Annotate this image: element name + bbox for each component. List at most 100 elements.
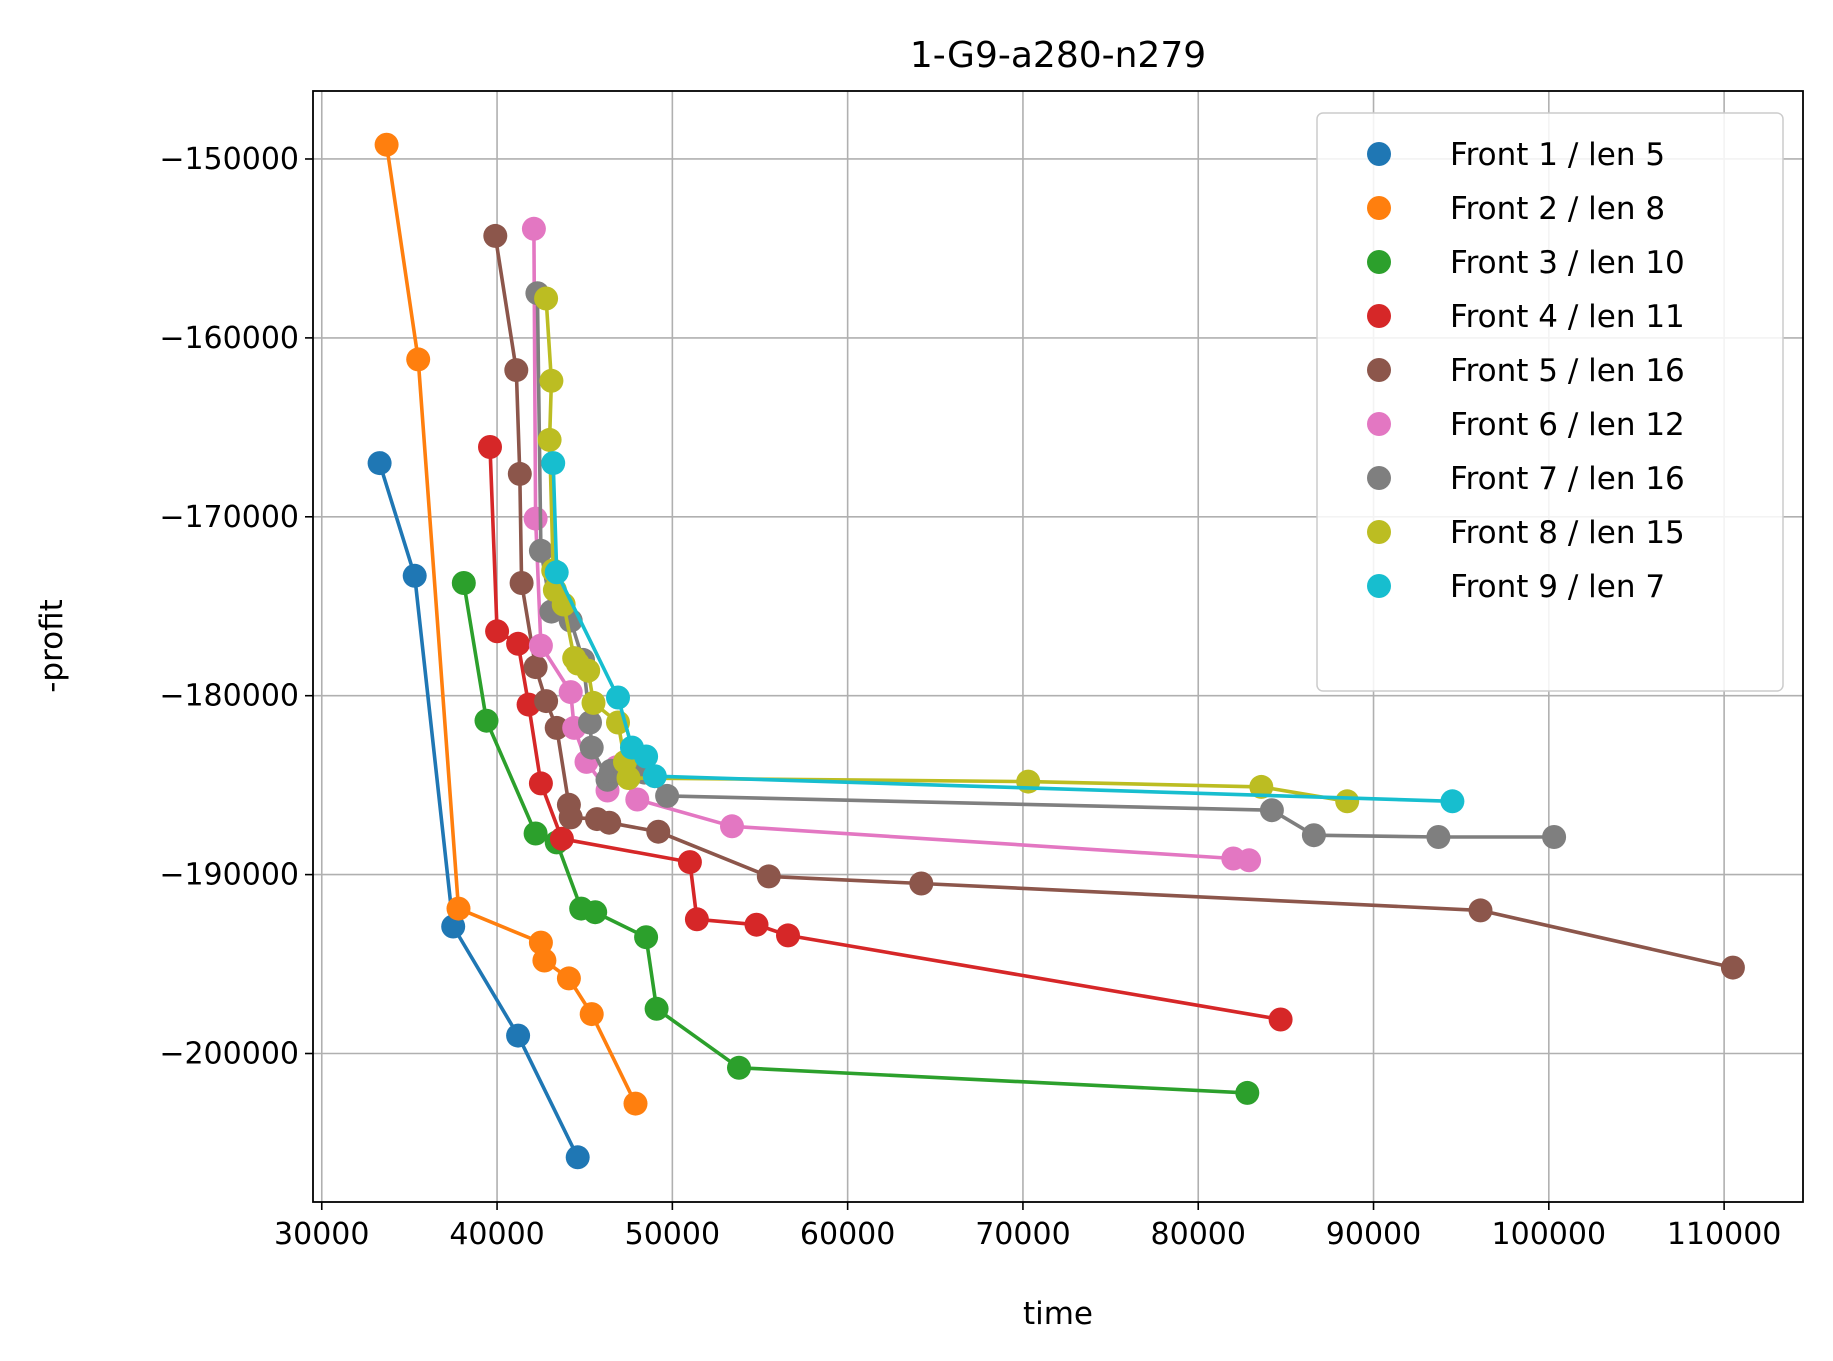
data-point — [579, 1002, 604, 1027]
data-point — [483, 223, 508, 248]
legend-marker — [1367, 304, 1391, 328]
y-axis-label: -profit — [34, 599, 70, 693]
legend-box — [1316, 112, 1784, 692]
data-point — [402, 563, 427, 588]
data-point — [1468, 898, 1493, 923]
legend-marker — [1367, 358, 1391, 382]
legend-label: Front 2 / len 8 — [1450, 191, 1665, 227]
series-3 — [451, 571, 1260, 1105]
legend-label: Front 8 / len 15 — [1450, 515, 1685, 551]
x-tick-label: 70000 — [975, 1217, 1070, 1252]
data-point — [504, 358, 529, 383]
data-point — [521, 216, 546, 241]
legend-item: Front 9 / len 7 — [1367, 569, 1665, 605]
legend-marker — [1367, 412, 1391, 436]
y-tick-label: −150000 — [159, 142, 299, 177]
legend-item: Front 5 / len 16 — [1367, 353, 1685, 389]
data-point — [744, 912, 769, 937]
data-point — [1249, 774, 1274, 799]
data-point — [623, 1091, 648, 1116]
x-axis-label: time — [1023, 1296, 1093, 1332]
data-point — [406, 347, 431, 372]
data-point — [367, 451, 392, 476]
series-layer — [367, 132, 1745, 1170]
data-point — [541, 451, 566, 476]
data-point — [625, 787, 650, 812]
data-point — [544, 715, 569, 740]
data-point — [634, 925, 659, 950]
data-point — [1268, 1007, 1293, 1032]
x-tick-label: 50000 — [625, 1217, 720, 1252]
legend-label: Front 1 / len 5 — [1450, 137, 1665, 173]
data-point — [558, 805, 583, 830]
legend-marker — [1367, 196, 1391, 220]
data-point — [509, 571, 534, 595]
data-point — [474, 708, 499, 733]
legend-marker — [1367, 574, 1391, 598]
x-tick-label: 60000 — [800, 1217, 895, 1252]
data-point — [720, 814, 744, 839]
data-point — [1426, 825, 1451, 849]
legend-label: Front 6 / len 12 — [1450, 407, 1685, 443]
legend: Front 1 / len 5 Front 2 / len 8 Front 3 / … — [1316, 112, 1784, 692]
data-point — [528, 930, 553, 955]
data-point — [1235, 1080, 1260, 1105]
data-point — [655, 783, 680, 808]
x-tick-label: 80000 — [1151, 1217, 1246, 1252]
data-point — [644, 996, 669, 1021]
data-point — [1259, 798, 1284, 823]
y-tick-label: −190000 — [159, 858, 299, 893]
data-point — [634, 744, 659, 769]
data-point — [478, 435, 502, 459]
legend-item: Front 8 / len 15 — [1367, 515, 1685, 551]
data-point — [539, 368, 564, 393]
data-point — [1237, 848, 1262, 873]
data-point — [523, 506, 548, 531]
data-point — [579, 735, 604, 760]
data-point — [523, 655, 548, 680]
data-point — [581, 690, 606, 715]
data-point — [534, 286, 559, 311]
data-point — [534, 689, 559, 714]
data-point — [1301, 823, 1326, 848]
x-tick-label: 40000 — [449, 1217, 544, 1252]
data-point — [451, 571, 476, 595]
data-point — [646, 819, 671, 844]
legend-marker — [1367, 250, 1391, 274]
series-8 — [534, 286, 1360, 814]
plot-frame — [312, 90, 1804, 1203]
legend-label: Front 7 / len 16 — [1450, 461, 1685, 497]
y-tick-label: −170000 — [159, 500, 299, 535]
y-tick-label: −160000 — [159, 321, 299, 356]
data-point — [597, 810, 622, 835]
data-point — [506, 1023, 531, 1048]
x-tick-label: 90000 — [1326, 1217, 1421, 1252]
data-point — [583, 900, 608, 925]
legend-label: Front 9 / len 7 — [1450, 569, 1665, 605]
x-tick-label: 110000 — [1667, 1217, 1782, 1252]
legend-marker — [1367, 466, 1391, 490]
data-point — [528, 771, 553, 796]
legend-item: Front 1 / len 5 — [1367, 137, 1665, 173]
data-point — [606, 685, 630, 710]
data-point — [684, 907, 709, 932]
data-point — [1720, 955, 1745, 980]
x-tick-label: 100000 — [1492, 1217, 1607, 1252]
data-point — [532, 948, 557, 973]
data-point — [556, 966, 581, 991]
data-point — [507, 461, 532, 486]
data-point — [523, 821, 548, 846]
legend-label: Front 4 / len 11 — [1450, 299, 1685, 335]
series-9 — [541, 451, 1465, 814]
legend-item: Front 3 / len 10 — [1367, 245, 1685, 281]
data-point — [528, 633, 553, 658]
x-tick-label: 30000 — [274, 1217, 369, 1252]
data-point — [677, 850, 702, 875]
data-point — [565, 1145, 590, 1170]
data-point — [756, 864, 781, 889]
legend-item: Front 2 / len 8 — [1367, 191, 1665, 227]
data-point — [506, 631, 531, 656]
legend-marker — [1367, 520, 1391, 544]
y-tick-label: −200000 — [159, 1037, 299, 1072]
